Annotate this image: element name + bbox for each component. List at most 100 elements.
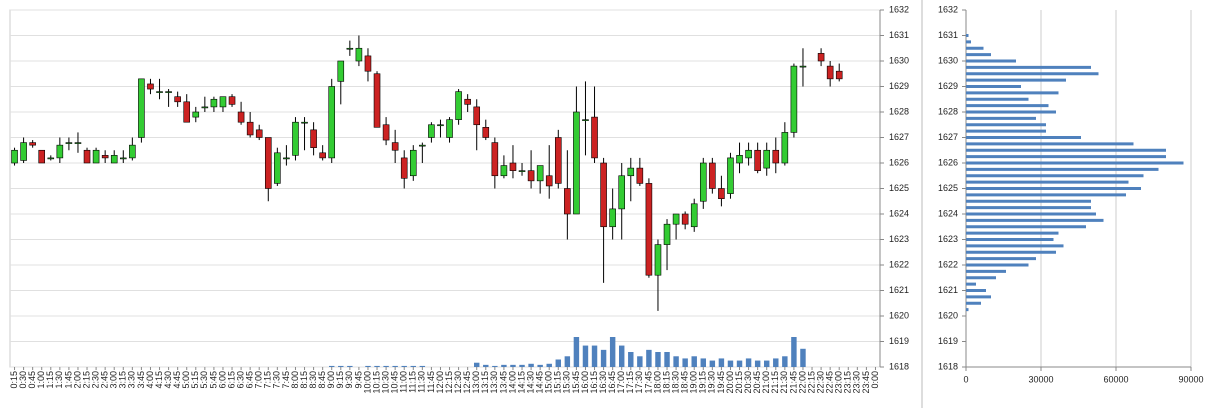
x-tick-label: 2:00 xyxy=(72,371,82,389)
candle-body xyxy=(364,55,372,72)
y-tick-label: 1622 xyxy=(889,259,909,269)
bar xyxy=(966,142,1134,146)
y-tick-label: 1628 xyxy=(938,106,958,116)
bar xyxy=(966,65,1091,69)
volume-bar xyxy=(591,345,598,367)
y-tick-label: 1628 xyxy=(889,106,909,116)
candle-body xyxy=(228,96,236,105)
candle-body xyxy=(600,162,607,228)
candle-body xyxy=(337,60,345,82)
volume-bar xyxy=(365,365,371,367)
candle-body xyxy=(681,213,689,225)
x-tick-label: 60000 xyxy=(1103,374,1128,384)
y-tick-label: 1620 xyxy=(889,310,909,320)
x-tick-label: 11:45 xyxy=(426,371,436,393)
volume-bar xyxy=(474,362,480,367)
volume-bar xyxy=(419,365,426,367)
candle-body xyxy=(826,65,834,80)
bar xyxy=(966,231,1059,235)
x-tick-label: 9:30 xyxy=(344,371,354,389)
bar xyxy=(966,97,1029,101)
candle-body xyxy=(246,121,254,136)
volume-bar xyxy=(718,358,725,367)
x-tick-label: 19:45 xyxy=(716,371,726,394)
candle-body xyxy=(763,149,771,169)
volume-bar xyxy=(329,365,335,367)
y-tick-label: 1625 xyxy=(889,183,909,193)
candle-body xyxy=(174,96,181,103)
volume-bar xyxy=(537,364,543,367)
bar xyxy=(966,193,1126,197)
y-tick-label: 1621 xyxy=(938,285,958,295)
volume-bar xyxy=(338,365,344,367)
candle-body xyxy=(473,106,481,126)
volume-bar xyxy=(510,364,516,367)
x-tick-label: 6:00 xyxy=(217,371,227,389)
bar xyxy=(966,212,1096,216)
candle-body xyxy=(373,73,381,128)
x-tick-label: 13:45 xyxy=(498,371,508,394)
x-tick-label: 9:15 xyxy=(335,371,345,389)
volume-bar xyxy=(691,356,697,367)
candle-body xyxy=(636,167,644,184)
x-tick-label: 4:15 xyxy=(154,371,164,389)
bar xyxy=(966,187,1141,190)
x-tick-label: 16:00 xyxy=(580,371,590,394)
candle-body xyxy=(817,53,825,62)
x-tick-label: 5:15 xyxy=(190,371,200,389)
volume-bar xyxy=(628,352,634,367)
x-tick-label: 23:00 xyxy=(834,371,844,394)
bar xyxy=(966,244,1064,248)
candle-body xyxy=(564,188,571,215)
bar xyxy=(966,301,981,305)
volume-bar xyxy=(655,352,661,367)
x-tick-label: 23:15 xyxy=(843,371,853,394)
y-tick-label: 1631 xyxy=(938,30,958,40)
volume-bar xyxy=(736,360,743,367)
y-tick-label: 1624 xyxy=(938,208,958,218)
candle-body xyxy=(518,170,526,172)
y-tick-label: 1622 xyxy=(938,259,958,269)
candle-body xyxy=(727,157,734,194)
candle-body xyxy=(645,183,653,276)
candle-body xyxy=(690,203,698,228)
x-tick-label: 11:00 xyxy=(399,371,409,393)
x-tick-label: 9:45 xyxy=(353,371,363,389)
y-tick-label: 1618 xyxy=(938,361,958,371)
x-tick-label: 3:45 xyxy=(136,371,146,389)
x-tick-label: 14:45 xyxy=(535,371,545,394)
candle-body xyxy=(663,223,671,245)
candle-body xyxy=(183,101,191,123)
x-tick-label: 6:30 xyxy=(235,371,245,389)
y-tick-label: 1619 xyxy=(938,336,958,346)
candle-body xyxy=(74,142,82,144)
candle-body xyxy=(382,124,390,141)
volume-bar xyxy=(392,365,398,367)
volume-bar xyxy=(664,352,670,367)
y-tick-label: 1619 xyxy=(889,336,909,346)
candle-body xyxy=(491,142,499,177)
candle-body xyxy=(328,86,336,159)
candle-body xyxy=(446,119,453,138)
candle-body xyxy=(47,157,55,160)
candle-body xyxy=(283,157,290,160)
candle-body xyxy=(301,121,308,124)
x-tick-label: 8:15 xyxy=(299,371,309,389)
volume-bar xyxy=(709,360,716,367)
volume-bar xyxy=(600,349,607,367)
bar xyxy=(966,269,1006,273)
candle-body xyxy=(582,119,589,121)
bar xyxy=(966,180,1129,184)
y-tick-label: 1629 xyxy=(938,81,958,91)
bar xyxy=(966,206,1091,210)
x-tick-label: 0:30 xyxy=(18,371,28,389)
candle-body xyxy=(346,47,354,50)
x-tick-label: 16:15 xyxy=(589,371,599,394)
candle-body xyxy=(38,149,46,164)
candle-body xyxy=(20,142,27,161)
volume-bar xyxy=(546,363,552,367)
x-tick-label: 10:00 xyxy=(362,371,372,394)
x-tick-label: 12:00 xyxy=(435,371,445,394)
y-tick-label: 1623 xyxy=(889,234,909,244)
volume-bar xyxy=(764,360,770,367)
